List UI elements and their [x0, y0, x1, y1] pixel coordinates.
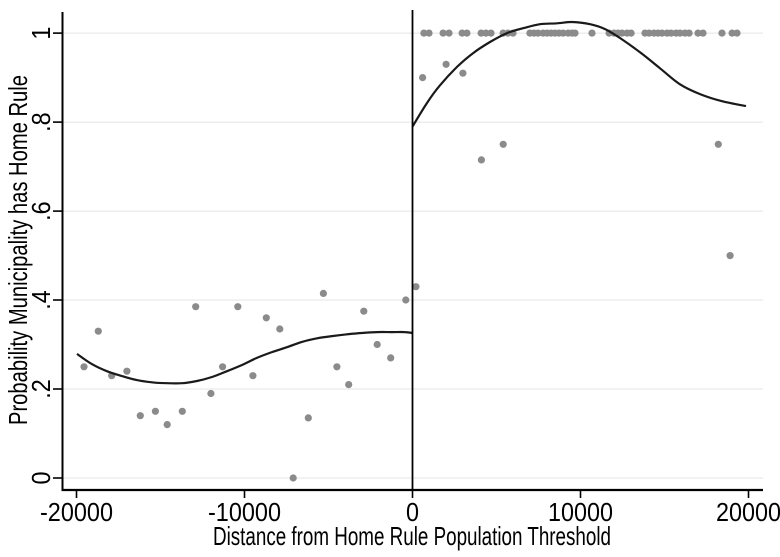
scatter-point — [718, 29, 726, 37]
y-tick-label: .2 — [26, 379, 56, 399]
scatter-point — [699, 29, 707, 37]
x-axis-title: Distance from Home Rule Population Thres… — [213, 521, 611, 551]
scatter-point — [163, 421, 171, 429]
scatter-point — [402, 296, 410, 304]
scatter-point — [207, 389, 215, 398]
scatter-point — [685, 29, 693, 37]
scatter-point — [249, 372, 257, 380]
x-tick-label: -20000 — [40, 497, 113, 527]
scatter-point — [192, 303, 200, 311]
x-tick-label: 10000 — [548, 497, 613, 527]
scatter-point — [463, 29, 471, 37]
scatter-point — [420, 29, 428, 37]
fit-curve-right — [411, 20, 747, 128]
scatter-point — [571, 29, 579, 37]
scatter-point — [667, 29, 675, 37]
y-tick-label: .4 — [26, 290, 56, 310]
x-tick-label: -10000 — [208, 497, 281, 527]
scatter-point — [439, 29, 447, 37]
scatter-point — [304, 414, 312, 422]
scatter-point — [178, 407, 186, 415]
scatter-point — [419, 74, 427, 82]
plot-area: 0 .2 .4 .6 .8 1 -20000 -10000 0 10000 20000 — [26, 10, 780, 527]
scatter-point — [658, 29, 666, 37]
scatter-point — [726, 252, 734, 260]
scatter-point — [387, 354, 395, 362]
x-tick-label: 20000 — [716, 497, 780, 527]
scatter-point — [442, 60, 450, 68]
x-tick-label: 0 — [406, 497, 419, 527]
scatter-point — [733, 29, 741, 37]
scatter-point — [534, 29, 542, 37]
scatter-point — [459, 69, 467, 77]
scatter-point — [333, 363, 341, 371]
scatter-point — [627, 29, 635, 37]
y-tick-label: 0 — [26, 472, 56, 485]
scatter-point — [123, 367, 131, 375]
scatter-point — [94, 327, 102, 335]
scatter-point — [219, 363, 227, 371]
y-axis-title: Probability Municipality has Home Rule — [3, 75, 33, 425]
scatter-point — [714, 140, 722, 148]
scatter-point — [482, 29, 490, 37]
scatter-point — [412, 283, 420, 291]
scatter-point — [234, 303, 242, 311]
scatter-point — [445, 29, 453, 37]
scatter-point — [499, 140, 507, 148]
scatter-point — [80, 363, 88, 371]
scatter-point — [319, 289, 327, 297]
y-tick-label: .6 — [26, 201, 56, 221]
scatter-point — [360, 307, 368, 315]
fit-curve-left — [76, 330, 413, 385]
scatter-point — [487, 29, 495, 37]
scatter-point — [618, 29, 626, 37]
scatter-point — [559, 29, 567, 37]
scatter-point — [345, 381, 353, 389]
scatter-point — [588, 29, 596, 37]
scatter-point — [151, 407, 159, 415]
scatter-point — [425, 29, 433, 37]
scatter-point — [477, 156, 485, 164]
scatter-point — [262, 314, 270, 322]
y-tick-label: 1 — [26, 27, 56, 40]
scatter-point — [373, 340, 381, 349]
scatter-point — [276, 325, 284, 333]
scatter-point — [136, 412, 144, 420]
scatter-point — [289, 474, 297, 482]
scatter-point — [694, 29, 702, 37]
y-tick-label: .8 — [26, 112, 56, 132]
scatter-point — [676, 29, 684, 37]
